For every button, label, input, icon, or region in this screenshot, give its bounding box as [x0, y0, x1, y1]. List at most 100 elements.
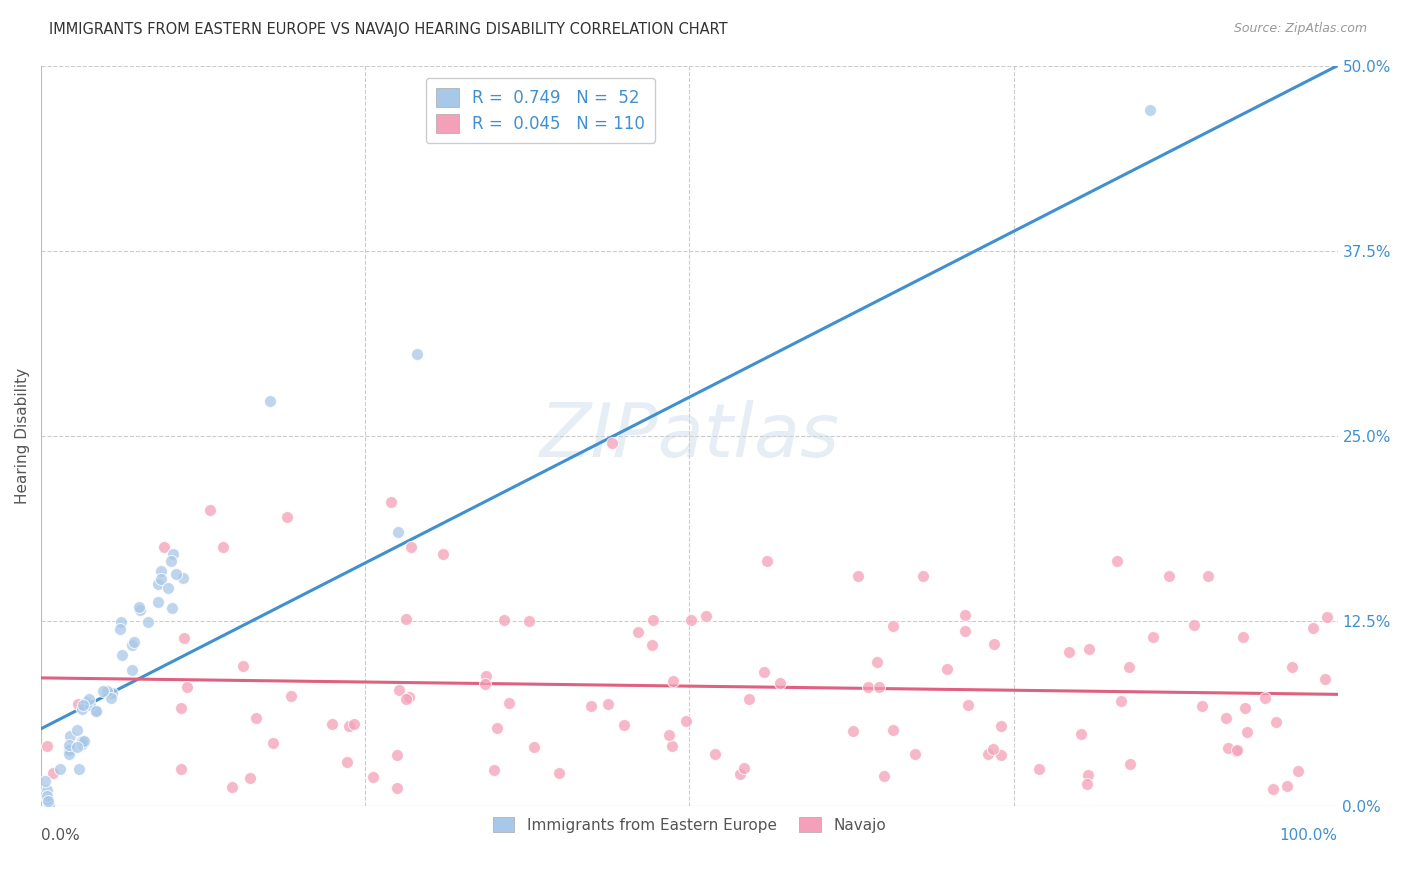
Point [752, 665, 775, 679]
Point [976, 747, 998, 761]
Point [1216, 740, 1239, 755]
Point [953, 624, 976, 638]
Point [239, 771, 262, 785]
Point [596, 697, 619, 711]
Point [93, 683, 115, 698]
Point [1119, 757, 1142, 772]
Point [1225, 744, 1247, 758]
Point [41, 766, 63, 780]
Point [1191, 699, 1213, 714]
Point [868, 681, 890, 695]
Point [865, 655, 887, 669]
Point [1076, 777, 1098, 791]
Point [121, 663, 143, 677]
Point [733, 761, 755, 775]
Point [1236, 724, 1258, 739]
Point [1275, 779, 1298, 793]
Point [474, 676, 496, 690]
Point [1159, 569, 1181, 583]
Point [58, 742, 80, 756]
Point [873, 769, 896, 783]
Point [640, 638, 662, 652]
Point [79, 691, 101, 706]
Point [70, 702, 93, 716]
Point [498, 696, 520, 710]
Point [661, 739, 683, 754]
Point [662, 674, 685, 689]
Point [157, 581, 180, 595]
Point [121, 639, 143, 653]
Point [756, 554, 779, 568]
Point [276, 510, 298, 524]
Point [259, 393, 281, 408]
Point [1226, 743, 1249, 757]
Point [336, 755, 359, 769]
Point [1182, 618, 1205, 632]
Point [72, 737, 94, 751]
Point [1286, 764, 1309, 778]
Point [380, 495, 402, 509]
Point [343, 716, 366, 731]
Point [395, 612, 418, 626]
Point [75, 695, 97, 709]
Point [1118, 660, 1140, 674]
Point [1077, 642, 1099, 657]
Point [1142, 631, 1164, 645]
Point [1281, 660, 1303, 674]
Point [111, 648, 134, 662]
Point [1254, 691, 1277, 706]
Point [160, 601, 183, 615]
Point [110, 615, 132, 629]
Point [990, 719, 1012, 733]
Point [149, 572, 172, 586]
Point [73, 733, 96, 747]
Point [172, 571, 194, 585]
Point [981, 742, 1004, 756]
Point [990, 747, 1012, 762]
Text: Source: ZipAtlas.com: Source: ZipAtlas.com [1233, 22, 1367, 36]
Point [395, 692, 418, 706]
Point [1057, 644, 1080, 658]
Point [517, 614, 540, 628]
Point [1070, 726, 1092, 740]
Point [146, 595, 169, 609]
Point [904, 747, 927, 761]
Point [339, 719, 361, 733]
Point [1313, 672, 1336, 686]
Point [627, 625, 650, 640]
Point [1139, 103, 1161, 117]
Point [600, 436, 623, 450]
Point [1234, 701, 1257, 715]
Point [658, 728, 681, 742]
Point [128, 603, 150, 617]
Text: ZIPatlas: ZIPatlas [540, 400, 839, 472]
Point [153, 540, 176, 554]
Point [953, 608, 976, 623]
Point [679, 613, 702, 627]
Point [165, 566, 187, 581]
Point [548, 766, 571, 780]
Point [1263, 782, 1285, 797]
Point [675, 714, 697, 728]
Point [1302, 621, 1324, 635]
Point [1197, 569, 1219, 583]
Point [176, 680, 198, 694]
Point [1077, 768, 1099, 782]
Point [704, 747, 727, 761]
Point [122, 635, 145, 649]
Point [169, 701, 191, 715]
Point [149, 565, 172, 579]
Point [159, 553, 181, 567]
Point [35, 792, 58, 806]
Point [406, 347, 429, 361]
Point [882, 619, 904, 633]
Point [361, 770, 384, 784]
Point [856, 680, 879, 694]
Y-axis label: Hearing Disability: Hearing Disability [15, 368, 30, 504]
Point [262, 735, 284, 749]
Point [738, 691, 761, 706]
Point [35, 789, 58, 803]
Point [1107, 554, 1129, 568]
Point [245, 710, 267, 724]
Point [59, 729, 82, 743]
